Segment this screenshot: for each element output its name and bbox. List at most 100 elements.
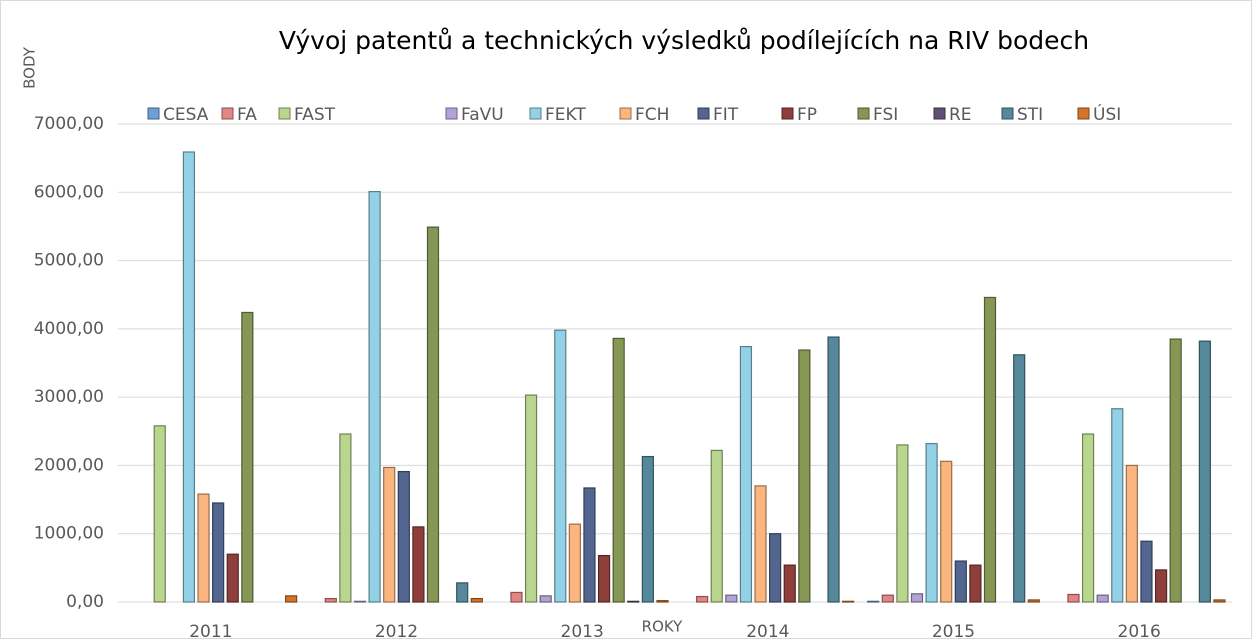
bar: [426, 226, 440, 603]
bar: [241, 311, 254, 603]
legend-label: FCH: [635, 105, 669, 125]
y-tick-label: 6000,00: [34, 182, 104, 202]
bar: [397, 470, 410, 603]
bar: [226, 553, 239, 603]
x-axis-label: ROKY: [642, 618, 684, 636]
bar: [1013, 354, 1026, 603]
legend-swatch: [278, 107, 291, 120]
bar: [510, 591, 523, 603]
legend-label: ÚSI: [1093, 103, 1121, 125]
bar: [1081, 433, 1095, 603]
y-tick-label: 0,00: [66, 592, 104, 612]
bar: [1125, 464, 1138, 603]
bar: [925, 442, 938, 603]
legend-label: FP: [797, 105, 817, 125]
bar: [456, 582, 469, 603]
bar: [983, 296, 997, 603]
x-tick-label: 2011: [189, 622, 232, 639]
bar: [568, 523, 581, 603]
legend-label: FSI: [873, 105, 898, 125]
legend-label: FIT: [713, 105, 739, 125]
bar: [1096, 594, 1109, 603]
bar: [910, 593, 924, 603]
legend-swatch: [147, 107, 160, 120]
bar: [696, 595, 709, 603]
legend-swatch: [619, 107, 632, 120]
bar: [285, 595, 298, 603]
bar: [1154, 569, 1168, 603]
bar: [1213, 599, 1226, 603]
bar: [754, 485, 767, 603]
bar: [383, 466, 396, 603]
bar: [769, 533, 782, 603]
x-tick-label: 2015: [932, 622, 975, 639]
bar: [725, 594, 738, 603]
bar: [969, 564, 982, 603]
bar: [539, 595, 552, 603]
bar: [798, 349, 811, 603]
bar: [524, 394, 538, 603]
bar: [368, 191, 381, 603]
bar: [656, 600, 669, 603]
legend-swatch: [529, 107, 542, 120]
x-tick-label: 2016: [1118, 622, 1161, 639]
y-tick-label: 4000,00: [34, 319, 104, 339]
legend-swatch: [221, 107, 234, 120]
bar: [470, 597, 483, 603]
bar: [881, 594, 894, 603]
legend-swatch: [697, 107, 710, 120]
bar: [1169, 338, 1182, 603]
y-tick-label: 2000,00: [34, 455, 104, 475]
bar: [597, 554, 611, 603]
bar: [212, 502, 225, 603]
x-tick-label: 2013: [561, 622, 604, 639]
bar: [612, 337, 625, 603]
legend-label: FAST: [294, 105, 336, 125]
bar: [627, 600, 640, 603]
y-tick-label: 3000,00: [34, 387, 104, 407]
bar: [554, 329, 567, 603]
legend-label: FEKT: [545, 105, 586, 125]
bar: [842, 600, 855, 603]
bar: [182, 151, 196, 603]
bar: [739, 346, 753, 603]
bar: [1027, 599, 1040, 603]
bar: [1140, 540, 1153, 603]
legend-label: FaVU: [461, 105, 504, 125]
legend-swatch: [857, 107, 870, 120]
legend-swatch: [781, 107, 794, 120]
bar: [153, 425, 166, 603]
bar: [412, 526, 425, 603]
bar: [710, 449, 723, 603]
bar: [1067, 593, 1080, 603]
x-tick-label: 2012: [375, 622, 418, 639]
bar: [197, 493, 210, 603]
legend-swatch: [933, 107, 946, 120]
bar: [339, 433, 352, 603]
x-tick-label: 2014: [746, 622, 789, 639]
bar: [783, 564, 796, 603]
bar: [827, 336, 840, 603]
bar: [940, 460, 953, 603]
legend-label: STI: [1017, 105, 1043, 125]
legend-label: FA: [237, 105, 257, 125]
bar: [583, 487, 596, 603]
legend-swatch: [1077, 107, 1090, 120]
legend-label: CESA: [163, 105, 209, 125]
bar: [867, 600, 880, 603]
bar: [1198, 340, 1211, 603]
y-tick-label: 5000,00: [34, 251, 104, 271]
bar: [954, 560, 967, 603]
legend-swatch: [1001, 107, 1014, 120]
bar: [641, 455, 654, 603]
bar: [353, 600, 367, 603]
y-tick-label: 7000,00: [34, 114, 104, 134]
chart-title: Vývoj patentů a technických výsledků pod…: [279, 26, 1089, 55]
y-tick-label: 1000,00: [34, 524, 104, 544]
bar: [896, 444, 909, 603]
bar: [324, 597, 337, 603]
y-axis-label: BODY: [21, 46, 39, 89]
legend-label: RE: [949, 105, 972, 125]
bar: [1111, 408, 1124, 603]
